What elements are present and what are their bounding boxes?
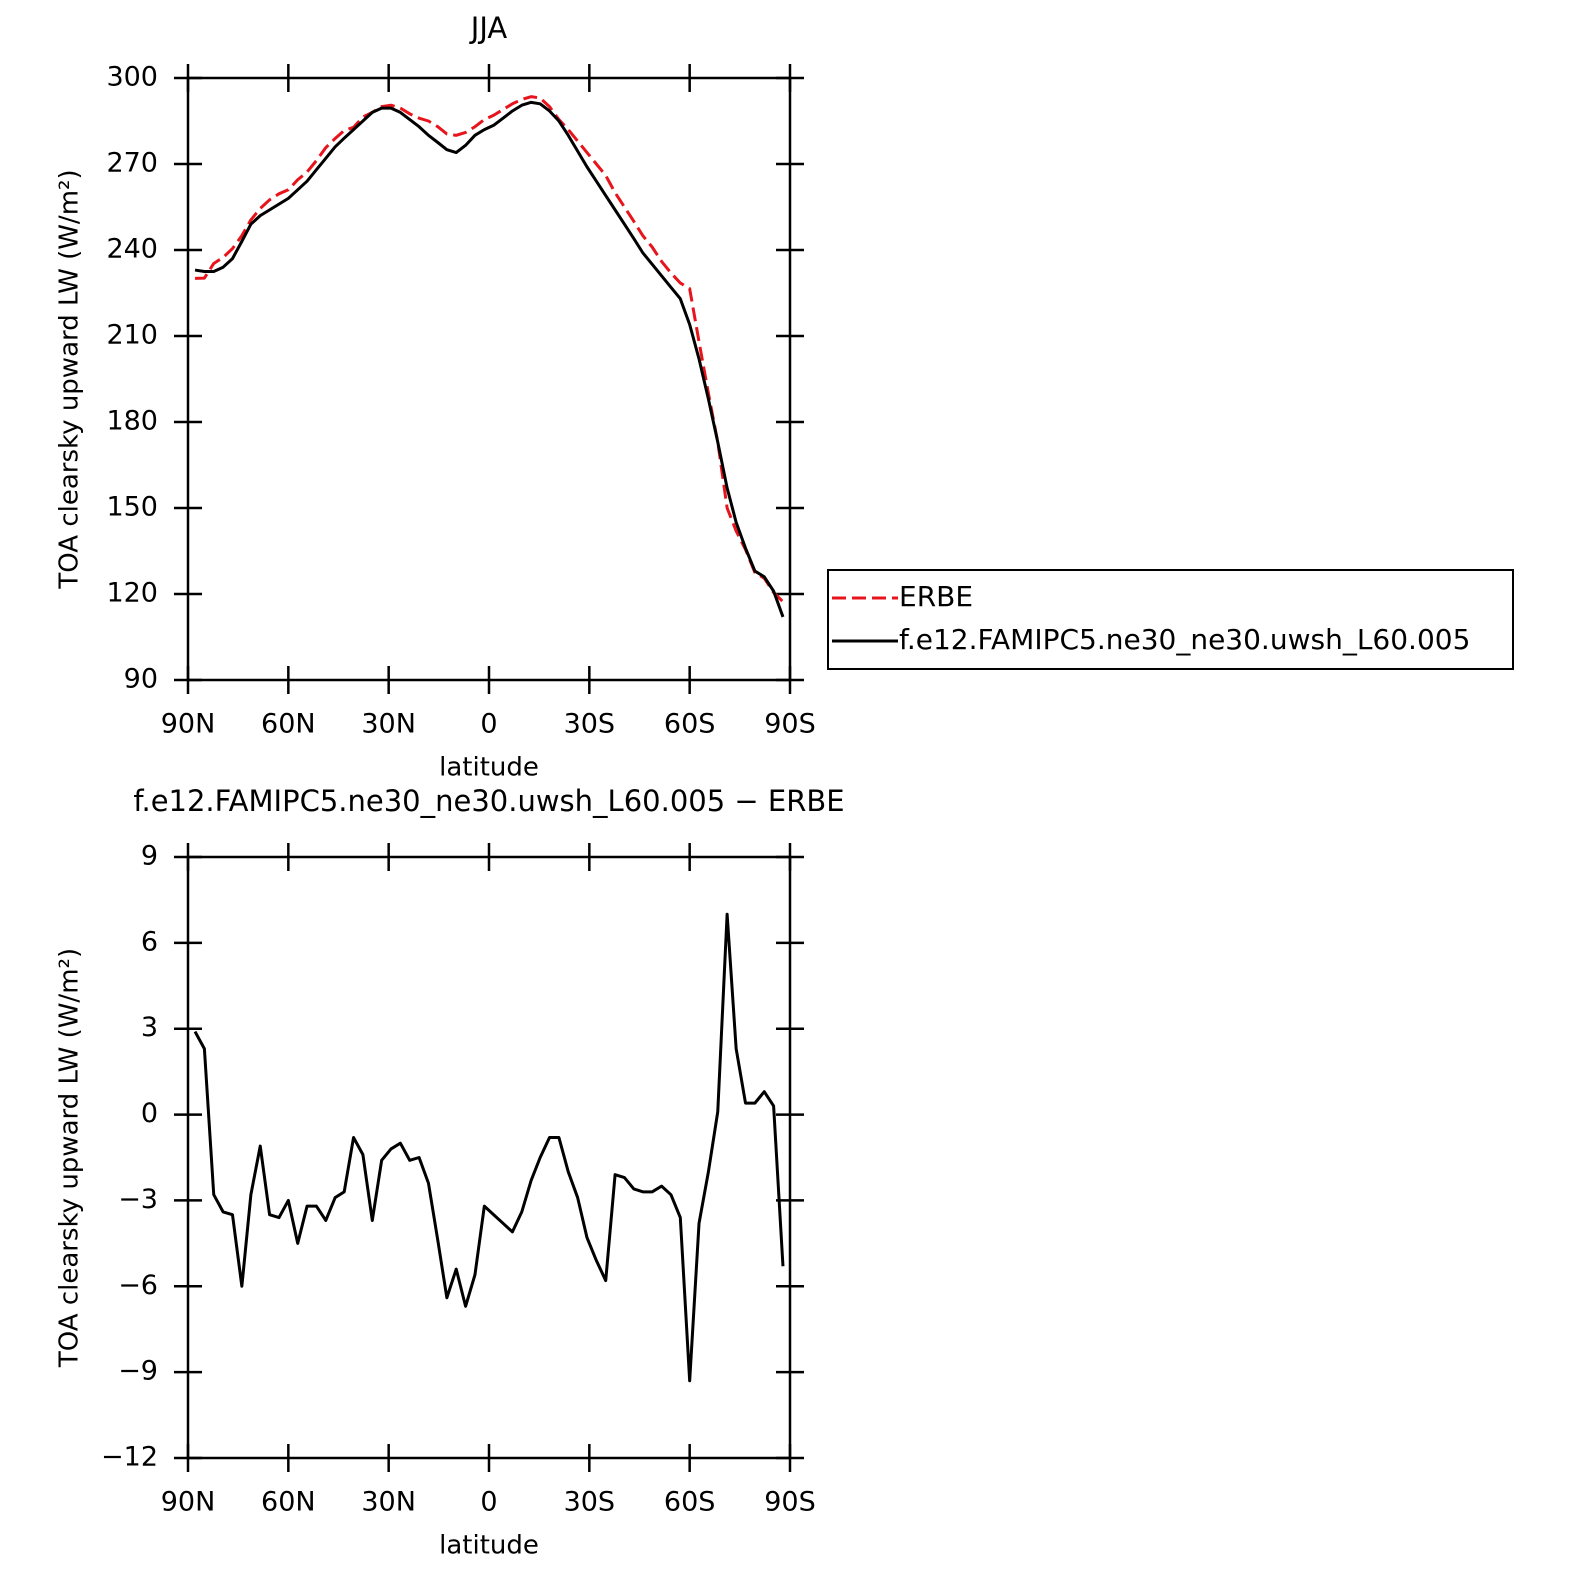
x-tick-label: 60S	[664, 1487, 716, 1518]
x-tick-label: 60N	[261, 709, 316, 740]
x-tick-label: 30S	[564, 709, 616, 740]
y-tick-label: 150	[106, 492, 158, 523]
x-tick-label: 30N	[361, 709, 416, 740]
y-tick-label: 0	[141, 1098, 158, 1129]
legend-label: ERBE	[899, 580, 973, 613]
legend-label: f.e12.FAMIPC5.ne30_ne30.uwsh_L60.005	[899, 623, 1470, 656]
y-tick-label: 9	[141, 841, 158, 872]
y-axis-label: TOA clearsky upward LW (W/m²)	[55, 169, 85, 589]
y-tick-label: −9	[118, 1356, 158, 1387]
x-tick-label: 0	[480, 1487, 497, 1518]
y-tick-label: 270	[106, 148, 158, 179]
x-tick-label: 60S	[664, 709, 716, 740]
x-tick-label: 90S	[764, 1487, 816, 1518]
plot-frame	[186, 855, 792, 1460]
y-tick-label: −3	[118, 1184, 158, 1215]
y-tick-label: −6	[118, 1270, 158, 1301]
chart-title: JJA	[469, 11, 508, 45]
y-tick-label: 240	[106, 234, 158, 265]
data-line	[193, 912, 785, 1383]
y-tick-label: 90	[124, 664, 158, 695]
chart-title: f.e12.FAMIPC5.ne30_ne30.uwsh_L60.005 − E…	[133, 784, 844, 818]
x-tick-label: 90N	[161, 709, 216, 740]
x-tick-label: 90S	[764, 709, 816, 740]
x-axis-label: latitude	[439, 1531, 539, 1561]
data-line	[194, 95, 785, 603]
x-tick-label: 0	[480, 709, 497, 740]
x-tick-label: 90N	[161, 1487, 216, 1518]
y-tick-label: 180	[106, 406, 158, 437]
plot-frame	[186, 76, 792, 682]
y-tick-label: 120	[106, 578, 158, 609]
x-tick-label: 30N	[361, 1487, 416, 1518]
y-tick-label: −12	[101, 1442, 158, 1473]
legend-box	[827, 569, 1514, 670]
y-tick-label: 210	[106, 320, 158, 351]
x-tick-label: 60N	[261, 1487, 316, 1518]
x-tick-label: 30S	[564, 1487, 616, 1518]
y-tick-label: 6	[141, 926, 158, 957]
data-line	[194, 100, 785, 618]
y-axis-label: TOA clearsky upward LW (W/m²)	[55, 948, 85, 1368]
x-axis-label: latitude	[439, 753, 539, 783]
y-tick-label: 3	[141, 1012, 158, 1043]
y-tick-label: 300	[106, 62, 158, 93]
